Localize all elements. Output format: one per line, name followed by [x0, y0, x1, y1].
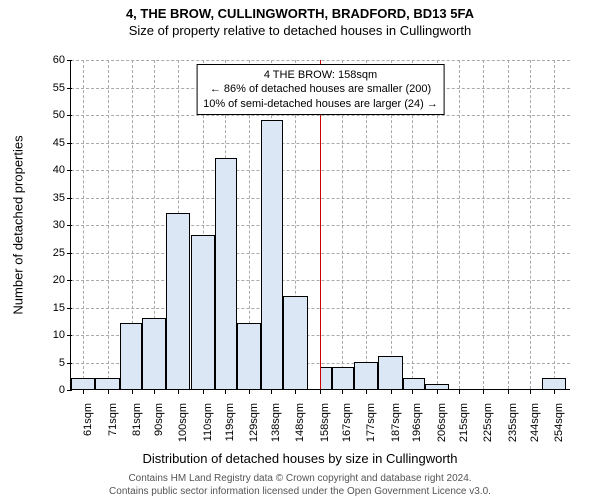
info-line-2: ← 86% of detached houses are smaller (20…: [203, 82, 438, 96]
xtick-label: 215sqm: [456, 403, 470, 442]
xtick-mark: [366, 389, 367, 394]
xtick-mark: [437, 389, 438, 394]
xtick-mark: [342, 389, 343, 394]
xtick-mark: [508, 389, 509, 394]
title-block: 4, THE BROW, CULLINGWORTH, BRADFORD, BD1…: [0, 6, 600, 38]
xtick-label: 225sqm: [480, 403, 494, 442]
xtick-mark: [554, 389, 555, 394]
xtick-label: 110sqm: [200, 403, 214, 441]
xtick-label: 81sqm: [129, 403, 143, 436]
xtick-mark: [154, 389, 155, 394]
xtick-mark: [459, 389, 460, 394]
histogram-bar: [71, 378, 95, 389]
attribution-line-2: Contains public sector information licen…: [0, 485, 600, 498]
histogram-bar: [215, 158, 237, 389]
ytick-label: 5: [59, 357, 71, 369]
xtick-mark: [271, 389, 272, 394]
info-line-1: 4 THE BROW: 158sqm: [203, 68, 438, 82]
title-line-1: 4, THE BROW, CULLINGWORTH, BRADFORD, BD1…: [0, 6, 600, 21]
gridline-v: [530, 60, 531, 389]
ytick-label: 0: [59, 384, 71, 396]
histogram-bar: [403, 378, 425, 389]
histogram-bar: [320, 367, 332, 389]
gridline-v: [483, 60, 484, 389]
gridline-v: [459, 60, 460, 389]
xtick-mark: [132, 389, 133, 394]
xtick-mark: [320, 389, 321, 394]
xtick-label: 196sqm: [409, 403, 423, 442]
ytick-label: 55: [53, 82, 71, 94]
histogram-bar: [378, 356, 402, 389]
gridline-v: [108, 60, 109, 389]
histogram-bar: [120, 323, 142, 389]
attribution-line-1: Contains HM Land Registry data © Crown c…: [0, 472, 600, 485]
xtick-label: 244sqm: [527, 403, 541, 442]
histogram-bar: [166, 213, 190, 389]
xtick-label: 100sqm: [175, 403, 189, 442]
gridline-v: [508, 60, 509, 389]
histogram-bar: [142, 318, 166, 390]
xtick-label: 148sqm: [292, 403, 306, 442]
info-line-3: 10% of semi-detached houses are larger (…: [203, 97, 438, 111]
histogram-bar: [237, 323, 261, 389]
xtick-label: 90sqm: [151, 403, 165, 436]
gridline-v: [554, 60, 555, 389]
histogram-bar: [95, 378, 119, 389]
xtick-mark: [225, 389, 226, 394]
ytick-label: 20: [53, 274, 71, 286]
xtick-mark: [178, 389, 179, 394]
xtick-label: 235sqm: [505, 403, 519, 442]
ytick-label: 30: [53, 219, 71, 231]
ytick-label: 25: [53, 247, 71, 259]
title-line-2: Size of property relative to detached ho…: [0, 23, 600, 38]
ytick-label: 40: [53, 164, 71, 176]
plot-area: 05101520253035404550556061sqm71sqm81sqm9…: [70, 60, 570, 390]
chart-figure: 4, THE BROW, CULLINGWORTH, BRADFORD, BD1…: [0, 0, 600, 500]
xtick-mark: [412, 389, 413, 394]
xtick-mark: [530, 389, 531, 394]
histogram-bar: [261, 120, 283, 390]
y-axis-label: Number of detached properties: [11, 135, 26, 314]
xtick-mark: [83, 389, 84, 394]
ytick-label: 60: [53, 54, 71, 66]
xtick-mark: [391, 389, 392, 394]
ytick-label: 10: [53, 329, 71, 341]
ytick-label: 15: [53, 302, 71, 314]
xtick-label: 61sqm: [80, 403, 94, 436]
gridline-v: [83, 60, 84, 389]
ytick-label: 45: [53, 137, 71, 149]
ytick-label: 35: [53, 192, 71, 204]
histogram-bar: [425, 384, 449, 390]
x-axis-label: Distribution of detached houses by size …: [0, 451, 600, 466]
xtick-mark: [483, 389, 484, 394]
xtick-mark: [295, 389, 296, 394]
xtick-label: 158sqm: [317, 403, 331, 442]
attribution: Contains HM Land Registry data © Crown c…: [0, 472, 600, 498]
xtick-label: 129sqm: [246, 403, 260, 442]
xtick-label: 187sqm: [388, 403, 402, 442]
histogram-bar: [191, 235, 215, 389]
info-box: 4 THE BROW: 158sqm ← 86% of detached hou…: [196, 64, 445, 115]
xtick-label: 138sqm: [268, 403, 282, 442]
xtick-mark: [203, 389, 204, 394]
xtick-label: 254sqm: [551, 403, 565, 442]
ytick-label: 50: [53, 109, 71, 121]
xtick-label: 119sqm: [222, 403, 236, 441]
xtick-mark: [249, 389, 250, 394]
xtick-label: 177sqm: [363, 403, 377, 442]
xtick-label: 71sqm: [105, 403, 119, 436]
histogram-bar: [542, 378, 566, 389]
xtick-mark: [108, 389, 109, 394]
xtick-label: 167sqm: [339, 403, 353, 442]
histogram-bar: [283, 296, 307, 390]
xtick-label: 206sqm: [434, 403, 448, 442]
histogram-bar: [332, 367, 354, 389]
histogram-bar: [354, 362, 378, 390]
